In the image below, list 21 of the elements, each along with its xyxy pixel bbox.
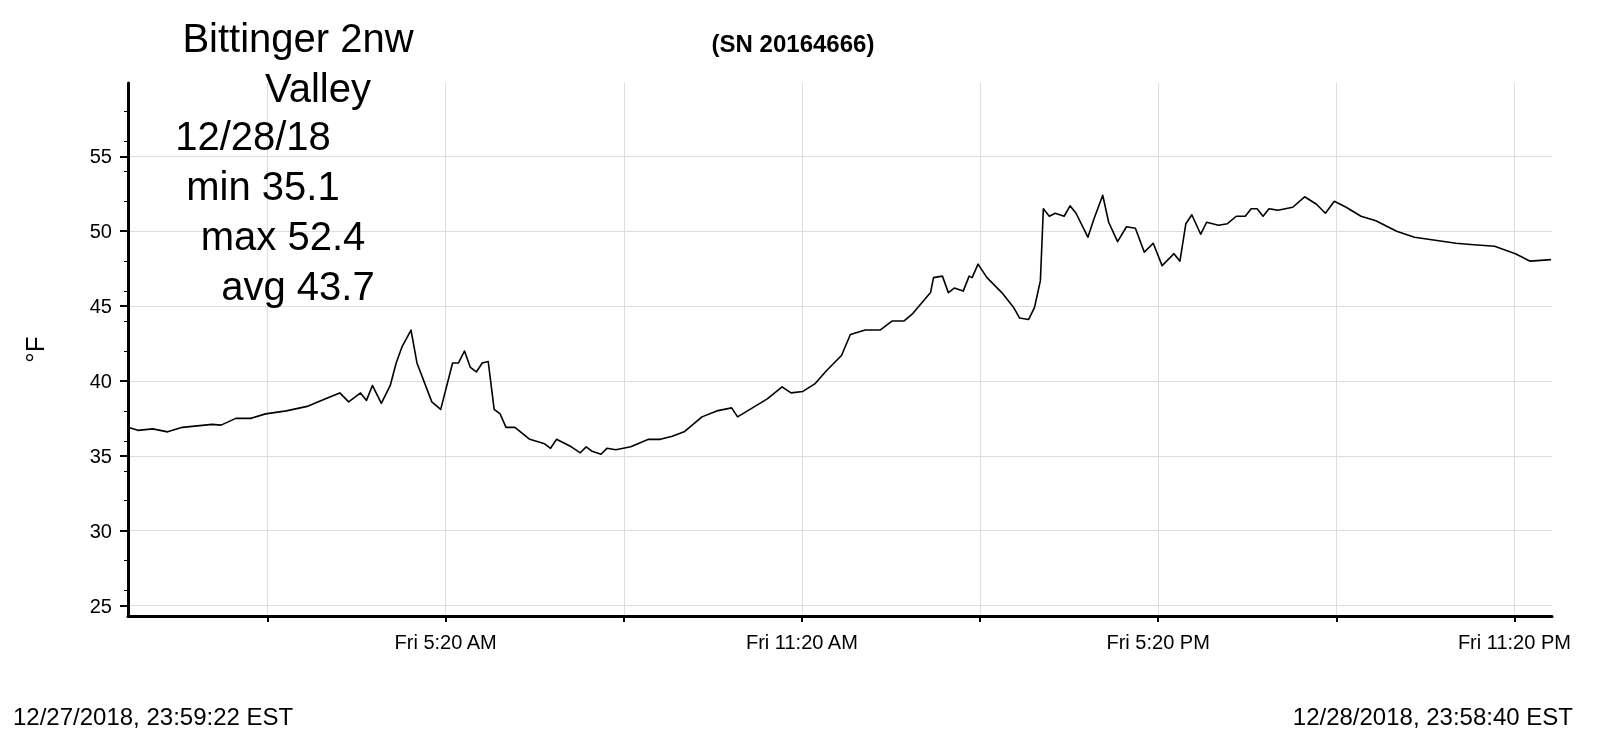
x-tick-label: Fri 11:20 AM bbox=[745, 631, 858, 653]
annotation: avg 43.7 bbox=[221, 264, 375, 308]
x-tick-label: Fri 5:20 PM bbox=[1106, 631, 1210, 653]
y-tick-label: 25 bbox=[89, 594, 112, 617]
x-tick-label: Fri 11:20 PM bbox=[1457, 631, 1571, 653]
y-tick-label: 40 bbox=[89, 369, 112, 392]
annotation: min 35.1 bbox=[186, 164, 340, 208]
y-tick-label: 50 bbox=[89, 220, 112, 243]
text: 12/27/2018, 23:59:22 EST bbox=[13, 702, 294, 730]
annotation: Valley bbox=[265, 66, 371, 110]
annotation: max 52.4 bbox=[200, 214, 366, 258]
x-tick-label: Fri 5:20 AM bbox=[394, 631, 497, 653]
text: 12/28/2018, 23:58:40 EST bbox=[1292, 702, 1574, 730]
y-tick-label: 35 bbox=[89, 444, 112, 467]
y-tick-label: 30 bbox=[89, 519, 112, 542]
y-axis-title: °F bbox=[20, 336, 50, 363]
y-tick-label: 45 bbox=[89, 295, 112, 318]
chart-title: (SN 20164666) bbox=[711, 29, 875, 57]
annotation: 12/28/18 bbox=[175, 114, 331, 158]
text: Bittinger 2nw bbox=[182, 16, 414, 60]
y-tick-label: 55 bbox=[89, 145, 112, 168]
